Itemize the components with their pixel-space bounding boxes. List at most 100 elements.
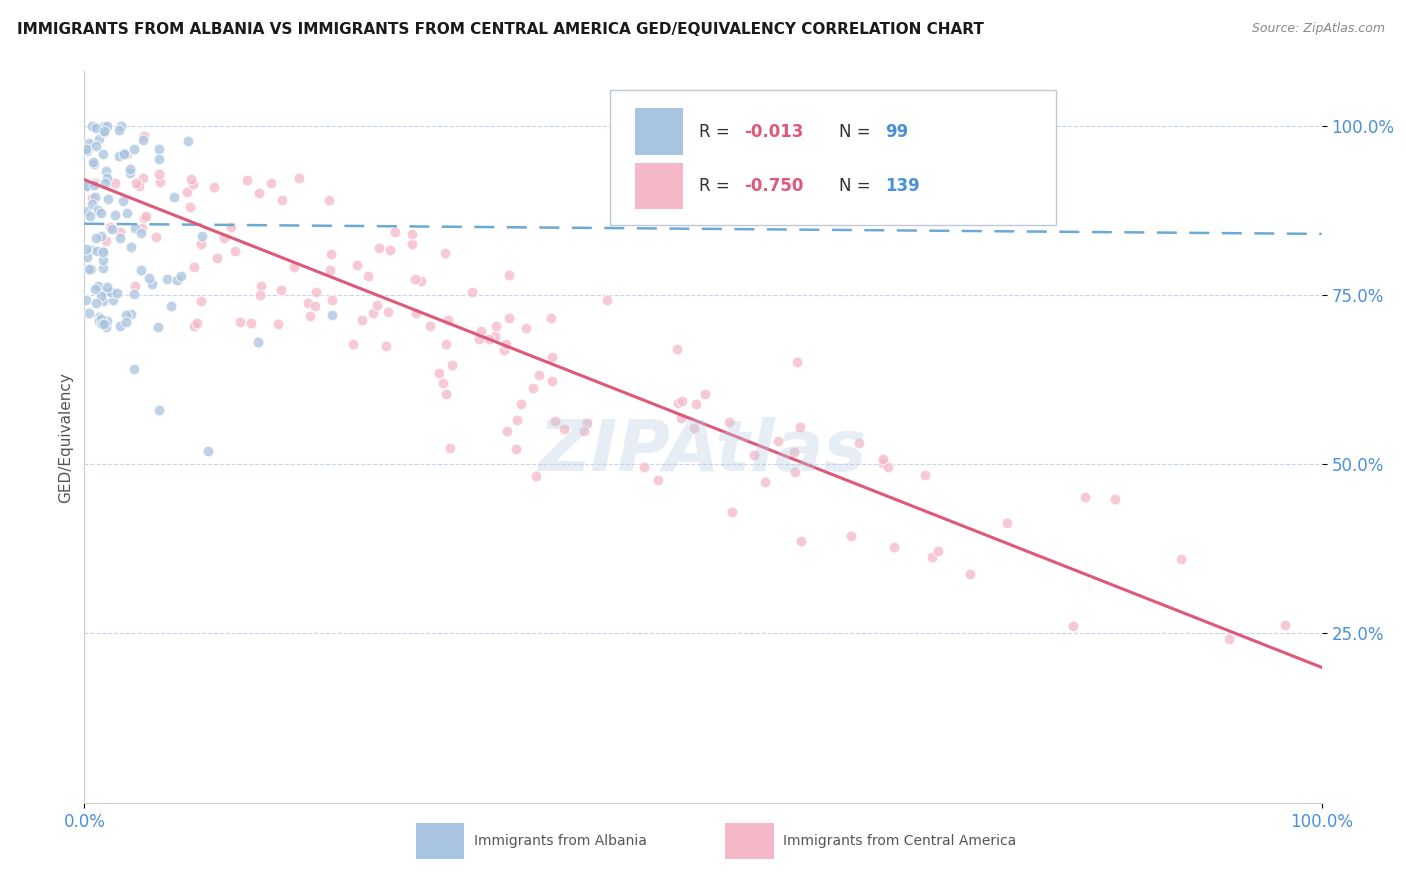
Point (131, 220, 153, 235)
Point (108, 122, 131, 136)
Point (197, 443, 219, 458)
FancyBboxPatch shape (636, 162, 683, 210)
Point (247, 186, 270, 200)
Point (91, 293, 114, 308)
Point (319, 262, 342, 277)
Point (82, 154, 104, 169)
Point (84, 138, 107, 153)
Point (433, 245, 456, 260)
Point (478, 332, 501, 346)
Point (461, 285, 484, 300)
Point (89, 310, 111, 324)
Point (122, 287, 145, 301)
Point (191, 229, 214, 244)
Point (505, 442, 527, 457)
Point (104, 177, 127, 191)
Point (439, 442, 461, 456)
Point (249, 287, 271, 301)
Point (267, 317, 290, 331)
Point (77, 261, 100, 276)
Point (96, 314, 118, 328)
Point (129, 226, 152, 240)
Point (148, 167, 170, 181)
Point (100, 220, 122, 235)
Point (96, 234, 118, 248)
Point (87, 279, 110, 293)
Point (695, 386, 717, 401)
Point (524, 469, 547, 483)
Point (541, 350, 564, 364)
Point (90, 206, 112, 220)
Text: -0.750: -0.750 (744, 177, 803, 195)
Point (160, 299, 183, 313)
Point (79, 244, 101, 258)
Point (883, 540, 905, 554)
Point (97, 192, 120, 206)
Point (128, 179, 150, 194)
Point (77, 136, 100, 150)
Point (93, 317, 115, 331)
Point (790, 533, 813, 548)
Point (401, 237, 423, 252)
Point (783, 466, 806, 480)
Point (287, 170, 309, 185)
Point (671, 393, 693, 408)
Point (596, 293, 619, 308)
Point (346, 258, 368, 272)
Point (742, 448, 765, 462)
Point (94, 285, 117, 299)
Point (141, 277, 163, 291)
Point (240, 317, 263, 331)
Point (789, 419, 811, 434)
Point (669, 410, 692, 425)
Point (177, 134, 200, 148)
Point (1073, 490, 1095, 504)
Point (1274, 618, 1296, 632)
Point (498, 311, 520, 326)
Point (544, 414, 567, 428)
Point (156, 272, 179, 286)
Point (148, 403, 170, 417)
Point (786, 354, 808, 368)
Point (131, 263, 153, 277)
Text: N =: N = (839, 177, 876, 195)
Point (122, 142, 145, 156)
Point (647, 473, 669, 487)
Point (321, 247, 343, 261)
Point (540, 310, 562, 325)
FancyBboxPatch shape (636, 108, 683, 155)
Point (111, 194, 134, 208)
Point (86, 244, 108, 258)
Point (112, 145, 135, 160)
Point (90, 312, 112, 326)
Point (685, 397, 707, 411)
Point (877, 459, 900, 474)
Point (839, 529, 862, 543)
Point (120, 307, 142, 321)
Text: Immigrants from Albania: Immigrants from Albania (474, 834, 647, 847)
Point (90, 229, 112, 244)
Point (83, 178, 105, 192)
Point (434, 387, 457, 401)
Point (318, 193, 340, 207)
Point (509, 397, 531, 411)
Point (427, 366, 450, 380)
Point (342, 337, 364, 351)
Point (132, 133, 155, 147)
Point (1170, 552, 1192, 566)
Point (384, 225, 406, 239)
Point (783, 445, 806, 459)
Point (236, 172, 259, 186)
Point (101, 222, 124, 236)
Point (321, 293, 343, 307)
Point (83, 190, 105, 204)
Point (79, 209, 101, 223)
Point (96, 119, 118, 133)
Point (84, 282, 107, 296)
FancyBboxPatch shape (610, 89, 1056, 225)
Point (436, 313, 458, 327)
Point (148, 142, 170, 156)
Point (101, 293, 124, 307)
Point (540, 375, 562, 389)
Point (108, 225, 131, 239)
